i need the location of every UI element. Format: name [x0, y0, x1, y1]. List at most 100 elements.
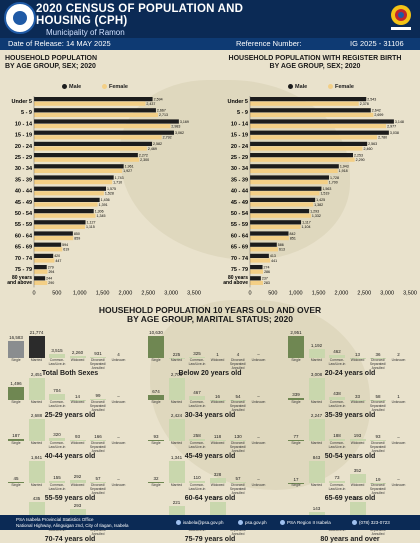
- female-bar: [250, 214, 311, 218]
- bar-value-label: 237: [262, 277, 268, 281]
- facebook-link[interactable]: PSA Region II Isabela: [280, 520, 331, 525]
- female-bar: [34, 214, 95, 218]
- category-label: Married: [26, 401, 48, 405]
- bar-value-label: 2,253: [354, 153, 363, 157]
- category-label: 20 - 24: [15, 144, 33, 150]
- bar-value-label: 842: [289, 232, 295, 236]
- x-tick-label: 2,500: [141, 290, 155, 296]
- marital-bar: [29, 336, 45, 358]
- website-link[interactable]: psa.gov.ph: [238, 520, 267, 525]
- bar-value-label: 594: [62, 243, 68, 247]
- x-tick-label: 3,000: [380, 290, 394, 296]
- bar-value-label: 2,437: [146, 102, 155, 106]
- bar-value-label: 2,594: [154, 97, 163, 101]
- x-tick-label: 3,500: [403, 290, 417, 296]
- phone-icon: [352, 520, 357, 525]
- bagong-pilipinas-logo-icon: [388, 3, 414, 33]
- male-bar: [250, 231, 288, 235]
- bar-value-label: 2,708: [165, 372, 189, 377]
- bar-value-label: –: [107, 477, 131, 482]
- bar-value-label: 143: [305, 506, 329, 511]
- bar-value-label: 10,630: [144, 330, 168, 335]
- category-label: 15 - 19: [231, 133, 248, 139]
- female-bar: [250, 180, 328, 184]
- panel-caption: 75-79 years old: [144, 536, 276, 543]
- category-label: Unknown: [388, 359, 410, 363]
- bar-value-label: 3,008: [305, 372, 329, 377]
- bar-value-label: 2,300: [140, 158, 149, 162]
- email-icon: [176, 520, 181, 525]
- marital-bar: [309, 378, 325, 400]
- bar-value-label: 1,700: [329, 180, 338, 184]
- category-label: Widowed: [67, 442, 89, 446]
- psa-logo-icon: [4, 2, 36, 34]
- category-label: 25 - 29: [15, 155, 32, 161]
- bar-value-label: 1,391: [99, 203, 108, 207]
- bar-value-label: 586: [278, 243, 284, 247]
- x-tick-label: 1,500: [96, 290, 110, 296]
- bar-value-label: 45: [4, 476, 28, 481]
- male-legend-icon: [62, 84, 67, 89]
- bar-value-label: 293: [66, 503, 90, 508]
- bar-value-label: 2,563: [368, 142, 377, 146]
- male-bar: [250, 220, 301, 224]
- bar-value-label: 2,667: [157, 109, 166, 113]
- category-label: Married: [166, 442, 188, 446]
- email-contact[interactable]: isabela@psa.gov.ph: [176, 520, 224, 525]
- category-label: Married: [166, 484, 188, 488]
- category-label: 50 - 54: [231, 211, 249, 217]
- bar-value-label: 2,792: [163, 136, 172, 140]
- category-label: 40 - 44: [15, 189, 33, 195]
- reference-label: Reference Number:: [236, 38, 301, 50]
- reference-number: IG 2025 - 31106: [350, 38, 404, 50]
- male-bar: [34, 231, 73, 235]
- bar-value-label: 93: [144, 434, 168, 439]
- category-label: Widowed: [67, 359, 89, 363]
- marital-bar: [148, 336, 164, 358]
- category-label: Unknown: [388, 442, 410, 446]
- x-tick-label: 1,000: [289, 290, 303, 296]
- marital-bar: [350, 474, 366, 483]
- bar-value-label: 2,469: [148, 147, 157, 151]
- bar-value-label: 447: [55, 259, 61, 263]
- male-bar: [34, 119, 179, 123]
- category-label: 70 - 74: [231, 256, 249, 262]
- bar-value-label: 3,062: [175, 131, 184, 135]
- bar-value-label: 187: [4, 433, 28, 438]
- female-bar: [34, 102, 145, 106]
- female-bar: [250, 135, 377, 139]
- x-tick-label: 2,000: [119, 290, 133, 296]
- bar-value-label: 77: [284, 434, 308, 439]
- x-tick-label: 500: [268, 290, 277, 296]
- category-label: 75 - 79: [231, 267, 248, 273]
- category-label: 5 - 9: [21, 110, 32, 116]
- category-label: 55 - 59: [231, 222, 248, 228]
- male-bar: [250, 153, 353, 157]
- bar-value-label: 435: [25, 496, 49, 501]
- category-label: Single: [285, 442, 307, 446]
- category-label: 70 - 74: [15, 256, 33, 262]
- male-bar: [250, 198, 315, 202]
- female-bar: [250, 225, 300, 229]
- bar-value-label: 2: [387, 352, 411, 357]
- category-label: 60 - 64: [15, 233, 33, 239]
- bar-value-label: 3,038: [390, 131, 399, 135]
- category-label: 60 - 64: [231, 233, 249, 239]
- chart-title: HOUSEHOLD POPULATION BY AGE GROUP, SEX; …: [5, 55, 190, 71]
- female-bar: [250, 113, 373, 117]
- category-label: Single: [145, 484, 167, 488]
- male-bar: [250, 209, 309, 213]
- bar-value-label: 859: [74, 236, 80, 240]
- bar-value-label: 16,583: [4, 335, 28, 340]
- category-label: and above: [223, 280, 248, 286]
- x-tick-label: 3,500: [187, 290, 201, 296]
- male-bar: [34, 131, 174, 135]
- marital-bar: [288, 336, 304, 358]
- category-label: Unknown: [108, 401, 130, 405]
- female-legend-icon: [328, 84, 333, 89]
- bar-value-label: 1,306: [95, 209, 104, 213]
- category-label: 65 - 69: [231, 245, 248, 251]
- category-label: 75 - 79: [15, 267, 32, 273]
- category-label: Married: [166, 401, 188, 405]
- bar-value-label: 1,425: [316, 198, 325, 202]
